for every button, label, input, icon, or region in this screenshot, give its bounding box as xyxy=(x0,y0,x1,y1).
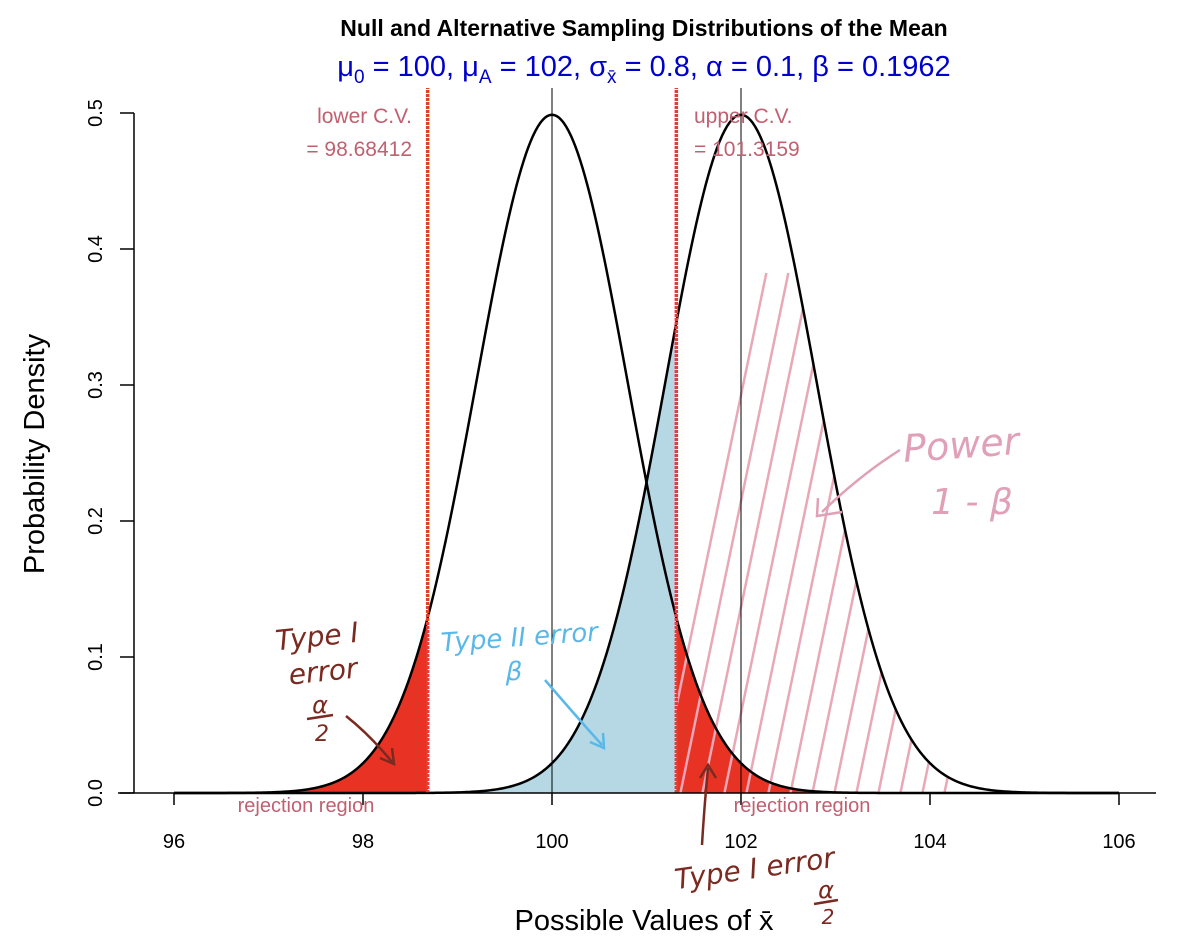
y-tick-label: 0.5 xyxy=(85,99,107,127)
hatch-line xyxy=(699,272,812,793)
rejection-region-right: rejection region xyxy=(734,795,871,817)
x-tick-label: 106 xyxy=(1102,831,1135,853)
rejection-region-right-fill xyxy=(676,617,836,793)
hatch-line xyxy=(919,272,959,793)
hatch-line xyxy=(721,272,834,793)
chart-subtitle: μ0 = 100, μA = 102, σx̄ = 0.8, α = 0.1, … xyxy=(337,51,950,88)
svg-text:2: 2 xyxy=(315,722,329,747)
hatch-line xyxy=(897,272,959,793)
upper-cv-value: = 101.3159 xyxy=(694,138,800,161)
svg-text:Power: Power xyxy=(902,419,1023,471)
rejection-region-left-fill xyxy=(268,617,428,793)
filled-regions xyxy=(268,322,836,793)
hatch-line xyxy=(1008,273,1118,803)
hatch-line xyxy=(853,272,959,793)
chart-title: Null and Alternative Sampling Distributi… xyxy=(340,15,947,41)
upper-cv-label: upper C.V. xyxy=(694,105,792,128)
svg-text:Type I: Type I xyxy=(274,616,360,658)
lower-cv-value: = 98.68412 xyxy=(306,138,412,161)
svg-text:2: 2 xyxy=(822,905,835,929)
hatch-line xyxy=(787,272,900,793)
hatch-line xyxy=(765,272,878,793)
hatch-line xyxy=(1096,273,1198,803)
y-axis-label: Probability Density xyxy=(19,333,51,574)
svg-text:α: α xyxy=(818,876,834,904)
hatch-line xyxy=(986,273,1096,803)
power-annotation: Power 1 - β xyxy=(815,419,1023,523)
hatch-line xyxy=(743,272,856,793)
lower-cv-label: lower C.V. xyxy=(317,105,412,128)
y-tick-label: 0.3 xyxy=(85,371,107,399)
x-tick-label: 104 xyxy=(913,831,946,853)
y-tick-label: 0.1 xyxy=(85,643,107,671)
hatch-line xyxy=(677,272,790,793)
svg-text:1 - β: 1 - β xyxy=(931,482,1013,523)
hatch-line xyxy=(964,273,1074,803)
y-tick-label: 0.2 xyxy=(85,507,107,535)
x-tick-label: 98 xyxy=(352,831,374,853)
hatch-line xyxy=(1030,273,1140,803)
hatch-line xyxy=(1074,273,1184,803)
x-tick-label: 96 xyxy=(163,831,185,853)
power-hatch xyxy=(676,272,1198,803)
hatch-line xyxy=(941,272,959,793)
hatch-line xyxy=(831,272,944,793)
svg-text:β: β xyxy=(505,657,523,687)
hatch-line xyxy=(1118,273,1198,803)
y-tick-label: 0.0 xyxy=(85,779,107,807)
hatch-line xyxy=(875,272,959,793)
svg-text:α: α xyxy=(312,691,328,719)
x-axis-label: Possible Values of x̄ xyxy=(515,905,775,937)
hatch-line xyxy=(809,272,922,793)
svg-text:error: error xyxy=(287,651,360,691)
hatch-line xyxy=(676,272,768,793)
x-tick-label: 102 xyxy=(724,831,757,853)
axes: 96 98 100 102 104 106 0.0 0.1 0.2 0.3 0.4 0.5 xyxy=(85,99,1156,853)
type1-left-annotation: Type I error α 2 xyxy=(274,616,396,767)
hatch-line xyxy=(1052,273,1162,803)
power-hatch-lines xyxy=(676,272,1198,803)
y-tick-label: 0.4 xyxy=(85,235,107,263)
svg-text:Type II error: Type II error xyxy=(440,617,601,658)
type2-error-region xyxy=(427,322,677,793)
x-tick-label: 100 xyxy=(535,831,568,853)
rejection-region-left: rejection region xyxy=(238,795,375,817)
